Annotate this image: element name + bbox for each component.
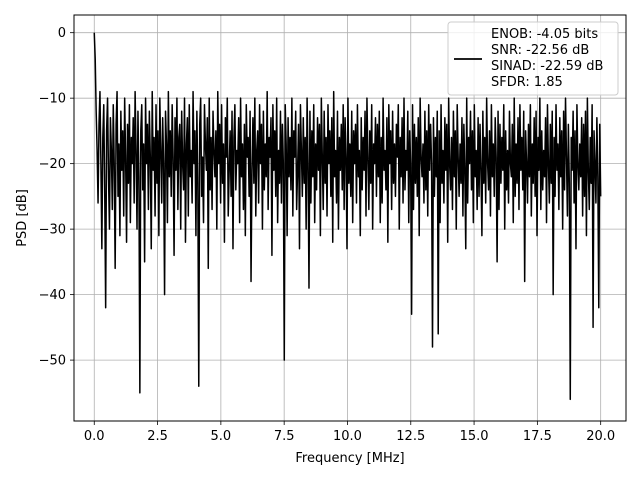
legend-entry-snr: SNR: -22.56 dB xyxy=(491,43,589,58)
x-tick-label: 7.5 xyxy=(274,429,295,444)
legend-entry-sfdr: SFDR: 1.85 xyxy=(491,75,563,90)
y-tick-label: 0 xyxy=(58,26,66,41)
x-axis-ticks: 0.0 2.5 5.0 7.5 10.0 12.5 15.0 17.5 20.0 xyxy=(84,421,615,444)
x-tick-label: 20.0 xyxy=(586,429,615,444)
x-tick-label: 15.0 xyxy=(460,429,489,444)
y-axis-label: PSD [dB] xyxy=(15,189,30,247)
x-tick-label: 5.0 xyxy=(211,429,232,444)
y-tick-label: −40 xyxy=(39,288,66,303)
legend: ENOB: -4.05 bits SNR: -22.56 dB SINAD: -… xyxy=(447,21,619,96)
x-axis-label: Frequency [MHz] xyxy=(295,451,404,466)
legend-box xyxy=(447,21,619,96)
x-tick-label: 12.5 xyxy=(396,429,425,444)
x-tick-label: 2.5 xyxy=(147,429,168,444)
legend-entry-enob: ENOB: -4.05 bits xyxy=(491,27,598,42)
y-axis-ticks: 0 −10 −20 −30 −40 −50 xyxy=(39,26,74,369)
y-tick-label: −50 xyxy=(39,354,66,369)
legend-entry-sinad: SINAD: -22.59 dB xyxy=(491,59,603,74)
plot-frame xyxy=(73,14,627,422)
y-tick-label: −30 xyxy=(39,223,66,238)
psd-series xyxy=(93,32,602,401)
y-tick-label: −10 xyxy=(39,92,66,107)
x-tick-label: 0.0 xyxy=(84,429,105,444)
y-tick-label: −20 xyxy=(39,157,66,172)
psd-line xyxy=(93,32,602,401)
x-tick-label: 10.0 xyxy=(333,429,362,444)
x-tick-label: 17.5 xyxy=(523,429,552,444)
